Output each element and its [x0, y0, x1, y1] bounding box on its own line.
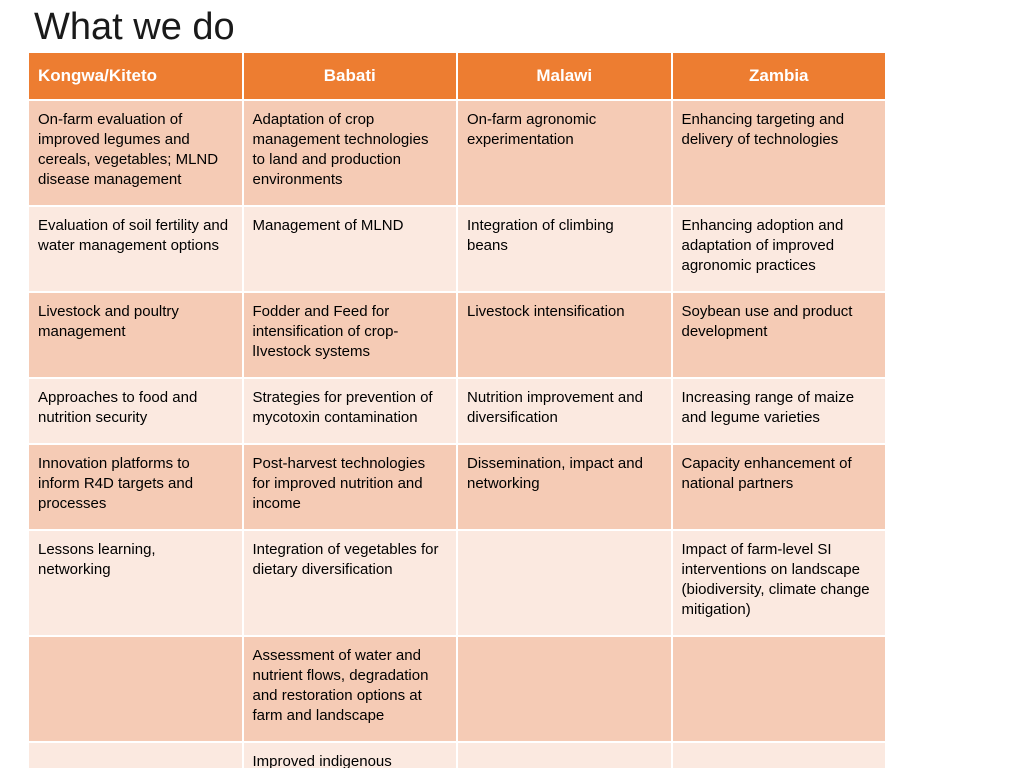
table-cell: Fodder and Feed for intensification of c…	[241, 291, 458, 379]
column-header-malawi: Malawi	[456, 51, 673, 101]
table-cell: Lessons learning, networking	[27, 529, 244, 637]
table-cell: Soybean use and product development	[670, 291, 887, 379]
table-cell: Integration of climbing beans	[456, 205, 673, 293]
table-cell: Increasing range of maize and legume var…	[670, 377, 887, 445]
table-cell: Adaptation of crop management technologi…	[241, 99, 458, 207]
table-cell	[456, 741, 673, 768]
what-we-do-table: Kongwa/Kiteto Babati Malawi Zambia On-fa…	[27, 51, 887, 768]
column-header-zambia: Zambia	[670, 51, 887, 101]
table-cell	[27, 741, 244, 768]
column-header-babati: Babati	[241, 51, 458, 101]
table-cell: Integration of vegetables for dietary di…	[241, 529, 458, 637]
table-cell	[456, 635, 673, 743]
table-cell: On-farm agronomic experimentation	[456, 99, 673, 207]
table-cell	[27, 635, 244, 743]
table-cell	[670, 635, 887, 743]
table-cell	[456, 529, 673, 637]
table-cell: Management of MLND	[241, 205, 458, 293]
table-cell: Post-harvest technologies for improved n…	[241, 443, 458, 531]
table-cell: Nutrition improvement and diversificatio…	[456, 377, 673, 445]
table-row: Approaches to food and nutrition securit…	[27, 377, 887, 445]
table-cell: Impact of farm-level SI interventions on…	[670, 529, 887, 637]
table-row: Evaluation of soil fertility and water m…	[27, 205, 887, 293]
table-cell: Assessment of water and nutrient flows, …	[241, 635, 458, 743]
table-header-row: Kongwa/Kiteto Babati Malawi Zambia	[27, 51, 887, 101]
table-cell: Enhancing adoption and adaptation of imp…	[670, 205, 887, 293]
table-cell: Enhancing targeting and delivery of tech…	[670, 99, 887, 207]
table-row: Lessons learning, networking Integration…	[27, 529, 887, 637]
table-cell: Livestock and poultry management	[27, 291, 244, 379]
table-row: On-farm evaluation of improved legumes a…	[27, 99, 887, 207]
column-header-kongwa-kiteto: Kongwa/Kiteto	[27, 51, 244, 101]
table-cell: Approaches to food and nutrition securit…	[27, 377, 244, 445]
table-row: Assessment of water and nutrient flows, …	[27, 635, 887, 743]
table-cell	[670, 741, 887, 768]
table-cell: Evaluation of soil fertility and water m…	[27, 205, 244, 293]
table-cell: Innovation platforms to inform R4D targe…	[27, 443, 244, 531]
table-row: Innovation platforms to inform R4D targe…	[27, 443, 887, 531]
table-cell: Capacity enhancement of national partner…	[670, 443, 887, 531]
table-cell: Strategies for prevention of mycotoxin c…	[241, 377, 458, 445]
slide: What we do Kongwa/Kiteto Babati Malawi Z…	[0, 4, 1024, 768]
table-row: Improved indigenous chicken productivity	[27, 741, 887, 768]
table-cell: Improved indigenous chicken productivity	[241, 741, 458, 768]
table-cell: On-farm evaluation of improved legumes a…	[27, 99, 244, 207]
table-cell: Livestock intensification	[456, 291, 673, 379]
slide-title: What we do	[34, 6, 235, 48]
table-cell: Dissemination, impact and networking	[456, 443, 673, 531]
table-row: Livestock and poultry management Fodder …	[27, 291, 887, 379]
